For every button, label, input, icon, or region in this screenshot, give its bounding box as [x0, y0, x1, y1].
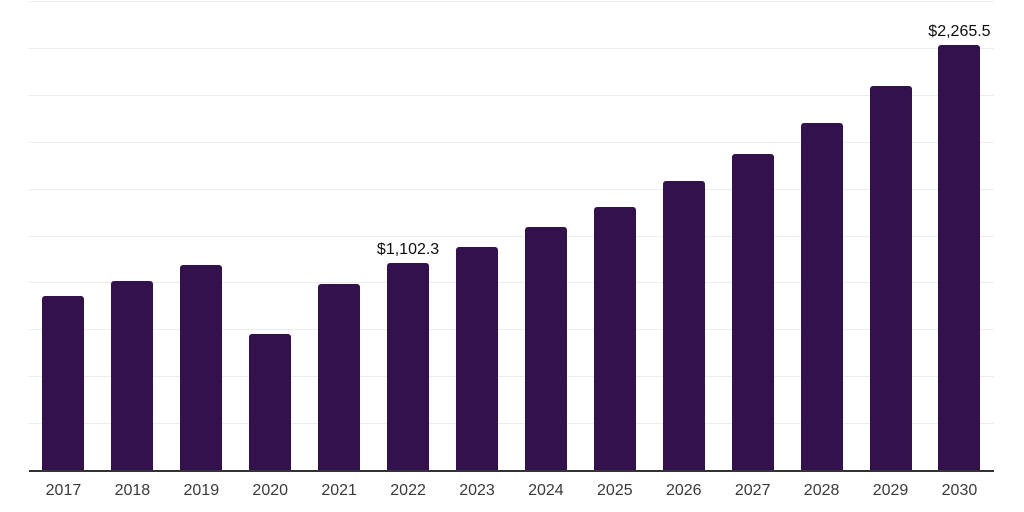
- bar-2027: [731, 154, 774, 470]
- x-tick-label: 2023: [459, 482, 495, 499]
- x-tick-label: 2021: [321, 482, 357, 499]
- bar-value-label: $1,102.3: [376, 241, 440, 259]
- bar-column: [29, 1, 98, 470]
- bar-2026: [662, 181, 705, 470]
- bars-container: $1,102.3 $2,265.5: [29, 1, 994, 470]
- bar-2021: [318, 284, 361, 470]
- bar-2029: [869, 86, 912, 470]
- x-tick-label: 2030: [941, 482, 978, 499]
- bar-2024: [524, 227, 567, 470]
- gridline: [29, 282, 994, 284]
- gridline: [29, 188, 994, 190]
- gridline: [29, 235, 994, 237]
- gridline: [29, 423, 994, 425]
- x-tick-label: 2029: [872, 482, 909, 499]
- x-tick-label: 2026: [665, 482, 702, 499]
- x-tick-label: 2028: [803, 482, 840, 499]
- x-tick-label: 2024: [528, 482, 564, 499]
- x-tick-label: 2019: [183, 482, 220, 499]
- bar-column: [718, 1, 787, 470]
- bar-2025: [593, 207, 636, 470]
- gridline: [29, 141, 994, 143]
- bar-column: [511, 1, 580, 470]
- x-tick-label: 2025: [597, 482, 633, 499]
- bar-2030: [938, 45, 981, 470]
- bar-2023: [455, 246, 498, 470]
- bar-2017: [42, 295, 85, 470]
- plot-area: $1,102.3 $2,265.5: [29, 1, 994, 472]
- bar-column: [167, 1, 236, 470]
- bar-column: [856, 1, 925, 470]
- gridline: [29, 47, 994, 49]
- x-axis-labels: 2017 2018 2019 2020 2021 2022 2023 2024 2025 2026…: [29, 482, 994, 500]
- x-tick-label: 2018: [114, 482, 151, 499]
- bar-column: [649, 1, 718, 470]
- bar-column: [443, 1, 512, 470]
- bar-column: $1,102.3: [374, 1, 443, 470]
- bar-2028: [800, 123, 843, 470]
- bar-2022: [387, 263, 430, 470]
- x-tick-label: 2020: [252, 482, 289, 499]
- bar-column: [98, 1, 167, 470]
- bar-column: $2,265.5: [925, 1, 994, 470]
- gridline: [29, 94, 994, 96]
- bar-2020: [249, 334, 292, 470]
- bar-column: [787, 1, 856, 470]
- x-tick-label: 2017: [45, 482, 82, 499]
- gridline: [29, 376, 994, 378]
- x-tick-label: 2027: [734, 482, 771, 499]
- gridline: [29, 1, 994, 2]
- bar-value-label: $2,265.5: [928, 23, 991, 40]
- bar-2019: [180, 264, 223, 470]
- gridline: [29, 329, 994, 331]
- bar-column: [305, 1, 374, 470]
- bar-2018: [111, 280, 154, 470]
- x-tick-label: 2022: [390, 482, 426, 499]
- bar-column: [580, 1, 649, 470]
- bar-column: [236, 1, 305, 470]
